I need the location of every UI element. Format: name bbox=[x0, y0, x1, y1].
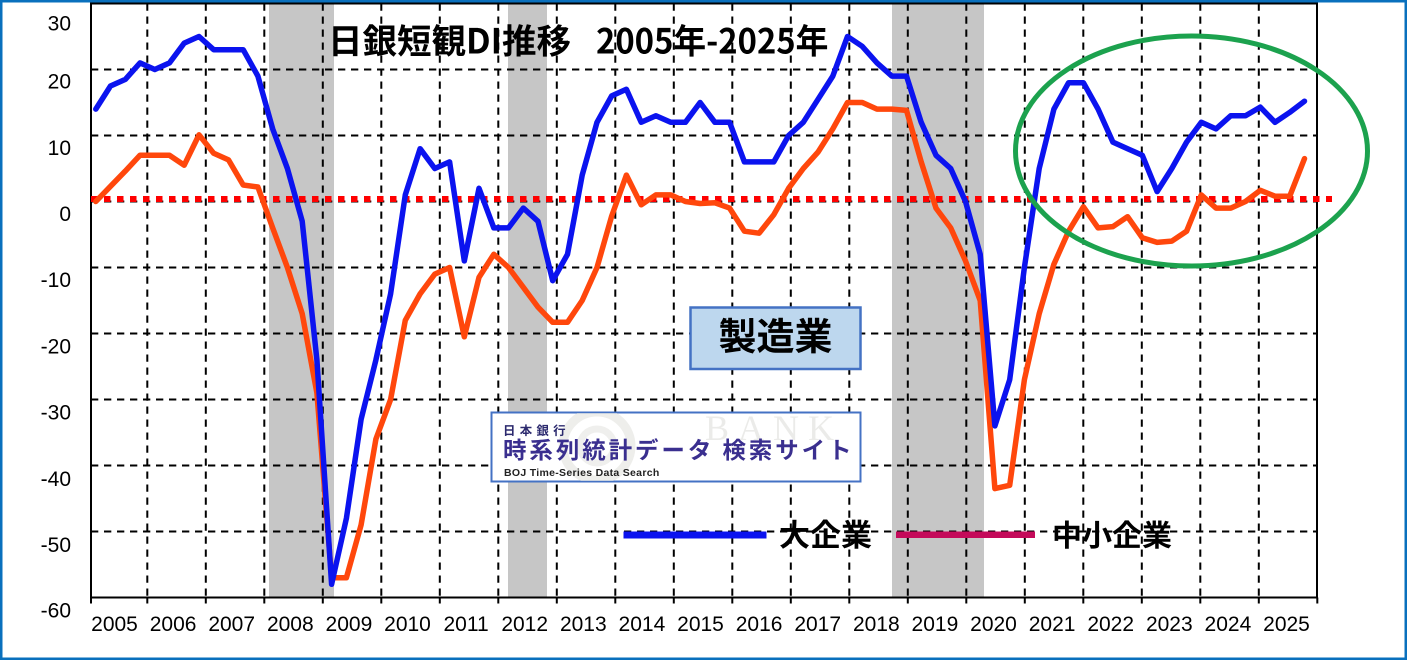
svg-text:2020: 2020 bbox=[970, 613, 1017, 636]
svg-text:2017: 2017 bbox=[794, 613, 841, 636]
svg-text:-40: -40 bbox=[41, 468, 71, 491]
svg-text:2014: 2014 bbox=[619, 613, 666, 636]
svg-text:-10: -10 bbox=[41, 269, 71, 292]
svg-text:2016: 2016 bbox=[736, 613, 783, 636]
svg-text:2013: 2013 bbox=[560, 613, 607, 636]
svg-text:30: 30 bbox=[48, 13, 71, 36]
svg-text:2018: 2018 bbox=[853, 613, 900, 636]
svg-text:2024: 2024 bbox=[1205, 613, 1252, 636]
svg-text:-20: -20 bbox=[41, 335, 71, 358]
svg-text:0: 0 bbox=[59, 203, 71, 226]
svg-text:2011: 2011 bbox=[444, 613, 489, 636]
svg-text:BOJ Time-Series Data Search: BOJ Time-Series Data Search bbox=[504, 467, 660, 479]
svg-text:2010: 2010 bbox=[384, 613, 431, 636]
svg-text:2009: 2009 bbox=[326, 613, 373, 636]
svg-text:2015: 2015 bbox=[677, 613, 724, 636]
svg-text:2021: 2021 bbox=[1029, 613, 1076, 636]
svg-text:20: 20 bbox=[48, 71, 71, 94]
svg-text:2022: 2022 bbox=[1087, 613, 1134, 636]
svg-text:2006: 2006 bbox=[150, 613, 197, 636]
svg-text:2008: 2008 bbox=[267, 613, 314, 636]
svg-text:-60: -60 bbox=[41, 600, 71, 623]
svg-text:2019: 2019 bbox=[912, 613, 959, 636]
svg-text:2007: 2007 bbox=[208, 613, 255, 636]
svg-text:2012: 2012 bbox=[501, 613, 548, 636]
svg-text:2005: 2005 bbox=[91, 613, 138, 636]
svg-text:-50: -50 bbox=[41, 534, 71, 557]
svg-text:10: 10 bbox=[48, 137, 71, 160]
svg-text:2025: 2025 bbox=[1263, 613, 1310, 636]
svg-text:-30: -30 bbox=[41, 402, 71, 425]
svg-text:2023: 2023 bbox=[1146, 613, 1193, 636]
